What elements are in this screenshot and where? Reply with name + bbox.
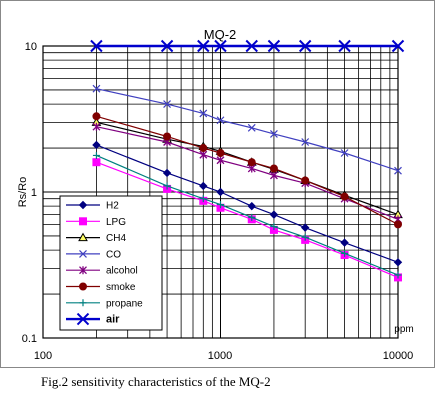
data-point-propane [341,249,349,257]
data-point-lpg [92,158,101,167]
data-point-co [247,123,256,132]
x-axis-label: ppm [394,324,413,335]
data-point-h2 [162,168,172,178]
data-point-co [394,166,402,175]
chart-title: MQ-2 [204,27,237,42]
legend-label-propane: propane [106,298,143,309]
data-point-air [197,39,210,53]
series-h2 [92,140,403,267]
x-tick-label-10000: 10000 [383,350,414,362]
data-point-smoke [199,144,208,153]
data-point-smoke [340,192,349,201]
data-point-co [301,138,310,146]
data-point-h2 [340,238,349,247]
legend-item-lpg: LPG [66,217,126,228]
legend-marker-smoke [79,282,87,291]
data-point-air [391,39,405,53]
legend-item-co: CO [66,249,121,260]
series-group [90,39,405,282]
series-air [90,39,405,53]
legend-item-alcohol: alcohol [66,266,138,277]
legend-item-smoke: smoke [66,282,136,293]
data-point-smoke [247,158,256,167]
data-point-propane [163,182,171,190]
series-smoke [92,112,402,229]
x-tick-labels: 100 1000 10000 [34,350,413,362]
legend-item-propane: propane [66,298,143,309]
legend-box [59,195,163,331]
legend-marker-air [76,312,90,326]
data-point-smoke [216,148,225,157]
data-point-air [267,39,281,53]
legend-marker-propane [79,299,87,307]
data-point-smoke [394,220,402,229]
legend-label-h2: H2 [106,201,119,212]
x-tick-label-1000: 1000 [208,350,232,362]
legend-marker-lpg [79,217,87,226]
data-point-air [214,39,227,53]
legend-label-ch4: CH4 [106,233,126,244]
data-point-h2 [247,201,256,211]
data-point-propane [92,151,100,159]
data-point-co [92,84,101,93]
y-tick-label-0-1: 0.1 [22,333,37,345]
data-point-h2 [199,181,208,191]
data-point-alcohol [216,156,225,165]
legend-item-ch4: CH4 [66,232,126,244]
series-propane [92,151,402,279]
data-point-propane [217,201,224,209]
data-point-propane [394,271,402,279]
data-point-h2 [393,258,403,267]
data-point-air [90,39,103,53]
data-point-air [160,39,174,53]
x-tick-label-100: 100 [34,350,52,362]
legend-marker-ch4 [78,232,88,242]
data-point-co [199,109,208,118]
data-point-smoke [269,164,278,173]
data-point-alcohol [199,150,208,159]
data-point-alcohol [92,122,101,131]
data-point-propane [301,233,309,241]
legend-marker-co [79,249,87,258]
data-point-co [216,116,225,125]
legend-label-smoke: smoke [106,282,136,293]
data-point-air [245,39,258,53]
data-point-co [163,100,171,109]
data-point-smoke [301,176,310,185]
data-point-propane [199,195,207,203]
legend-label-alcohol: alcohol [106,266,138,277]
legend-marker-alcohol [79,266,87,275]
figure-caption: Fig.2 sensitivity characteristics of the… [41,374,271,389]
data-point-smoke [163,132,172,141]
y-tick-label-10: 10 [25,41,37,53]
y-tick-label-1: 1 [31,187,37,199]
y-tick-labels: 0.1 1 10 [22,41,37,345]
data-point-alcohol [269,171,278,180]
data-point-propane [248,213,256,221]
legend-label-co: CO [106,249,121,260]
data-point-air [298,39,312,53]
data-point-h2 [216,187,225,197]
legend-label-air: air [106,314,120,326]
data-point-propane [270,223,278,231]
data-point-co [340,149,349,157]
data-point-h2 [92,140,101,150]
legend-item-air: air [66,312,120,326]
data-point-air [338,39,351,53]
data-point-h2 [269,210,279,219]
legend-item-h2: H2 [66,201,119,212]
y-axis-label: Rs/Ro [17,177,29,208]
data-point-h2 [300,223,310,232]
legend-marker-h2 [78,200,88,210]
legend: H2 LPG CH4 CO alcohol smoke propane air [59,195,163,331]
data-point-smoke [92,112,101,121]
legend-label-lpg: LPG [106,217,126,228]
data-point-co [270,129,278,138]
series-co [92,84,402,175]
